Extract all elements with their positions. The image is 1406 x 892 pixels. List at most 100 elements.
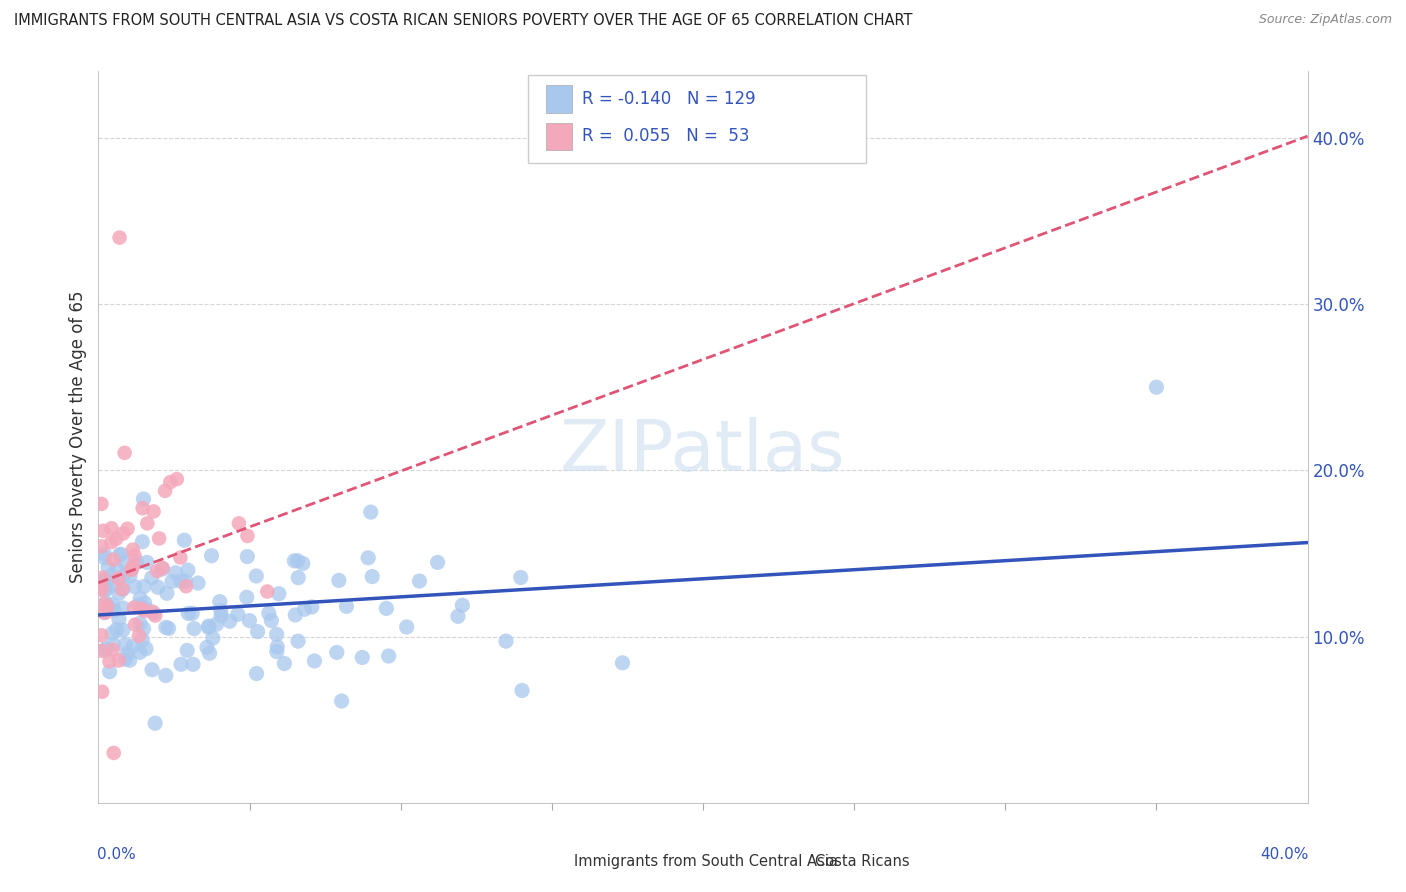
Text: Immigrants from South Central Asia: Immigrants from South Central Asia: [574, 854, 838, 869]
Point: [304, 654, 326, 668]
Point: [90, 540, 112, 554]
Point: [150, 562, 173, 576]
Point: [155, 620, 177, 634]
Point: [1144, 380, 1167, 394]
Point: [124, 549, 146, 563]
Point: [170, 657, 193, 672]
Point: [408, 574, 430, 588]
Point: [105, 532, 128, 546]
Y-axis label: Seniors Poverty Over the Age of 65: Seniors Poverty Over the Age of 65: [69, 291, 87, 583]
Point: [284, 607, 307, 622]
Point: [118, 569, 141, 583]
Point: [148, 532, 170, 546]
Point: [266, 645, 288, 659]
Point: [91, 524, 114, 538]
Point: [122, 600, 145, 615]
Point: [94, 596, 117, 610]
Point: [122, 558, 145, 572]
Point: [125, 555, 148, 569]
Point: [114, 637, 136, 651]
Point: [131, 501, 153, 516]
Point: [200, 549, 222, 563]
Point: [98, 665, 121, 679]
Point: [510, 683, 533, 698]
Point: [90, 582, 112, 597]
Point: [352, 650, 374, 665]
Point: [236, 549, 259, 564]
Point: [121, 542, 143, 557]
Point: [176, 643, 198, 657]
Point: [91, 570, 114, 584]
Point: [495, 634, 517, 648]
Point: [132, 622, 155, 636]
Point: [143, 608, 166, 623]
Point: [177, 607, 200, 621]
Point: [226, 607, 249, 622]
Point: [105, 561, 128, 575]
Point: [134, 604, 156, 618]
Point: [96, 599, 118, 614]
Point: [198, 646, 221, 660]
Point: [197, 621, 219, 635]
Point: [169, 550, 191, 565]
Point: [287, 571, 309, 585]
Point: [183, 622, 205, 636]
Point: [612, 656, 634, 670]
Point: [245, 569, 267, 583]
Point: [209, 608, 232, 623]
Point: [111, 601, 134, 615]
Point: [117, 522, 139, 536]
Point: [124, 617, 146, 632]
Point: [335, 599, 357, 614]
Point: [181, 607, 204, 621]
Point: [132, 491, 155, 506]
Point: [181, 657, 204, 672]
Point: [209, 603, 232, 617]
Point: [266, 627, 288, 641]
Point: [301, 599, 323, 614]
Point: [426, 556, 449, 570]
Point: [291, 557, 314, 571]
Point: [238, 614, 260, 628]
Text: ZIPatlas: ZIPatlas: [560, 417, 846, 486]
Point: [201, 631, 224, 645]
Point: [236, 591, 259, 605]
Point: [103, 578, 125, 592]
Point: [357, 550, 380, 565]
Point: [94, 605, 117, 619]
Point: [103, 637, 125, 651]
Point: [96, 582, 118, 597]
Point: [160, 574, 183, 589]
Point: [93, 547, 115, 561]
Point: [108, 230, 131, 244]
Point: [260, 614, 283, 628]
Point: [105, 623, 128, 637]
Point: [90, 497, 112, 511]
Point: [129, 616, 152, 631]
Point: [93, 573, 115, 587]
Point: [100, 521, 122, 535]
Point: [142, 504, 165, 518]
Point: [218, 614, 240, 628]
Point: [360, 505, 382, 519]
Text: 0.0%: 0.0%: [97, 847, 136, 862]
Point: [112, 582, 135, 596]
Point: [90, 644, 112, 658]
Point: [330, 694, 353, 708]
Point: [114, 652, 136, 666]
Point: [134, 596, 156, 610]
FancyBboxPatch shape: [787, 854, 810, 870]
Point: [107, 653, 129, 667]
Point: [447, 609, 470, 624]
Text: Source: ZipAtlas.com: Source: ZipAtlas.com: [1258, 13, 1392, 27]
Point: [97, 599, 120, 613]
Point: [101, 598, 124, 612]
Text: R =  0.055   N =  53: R = 0.055 N = 53: [582, 128, 749, 145]
Point: [93, 575, 115, 590]
Point: [195, 640, 218, 655]
Point: [131, 601, 153, 615]
Point: [90, 580, 112, 594]
Text: IMMIGRANTS FROM SOUTH CENTRAL ASIA VS COSTA RICAN SENIORS POVERTY OVER THE AGE O: IMMIGRANTS FROM SOUTH CENTRAL ASIA VS CO…: [14, 13, 912, 29]
Point: [187, 576, 209, 591]
Point: [100, 535, 122, 549]
